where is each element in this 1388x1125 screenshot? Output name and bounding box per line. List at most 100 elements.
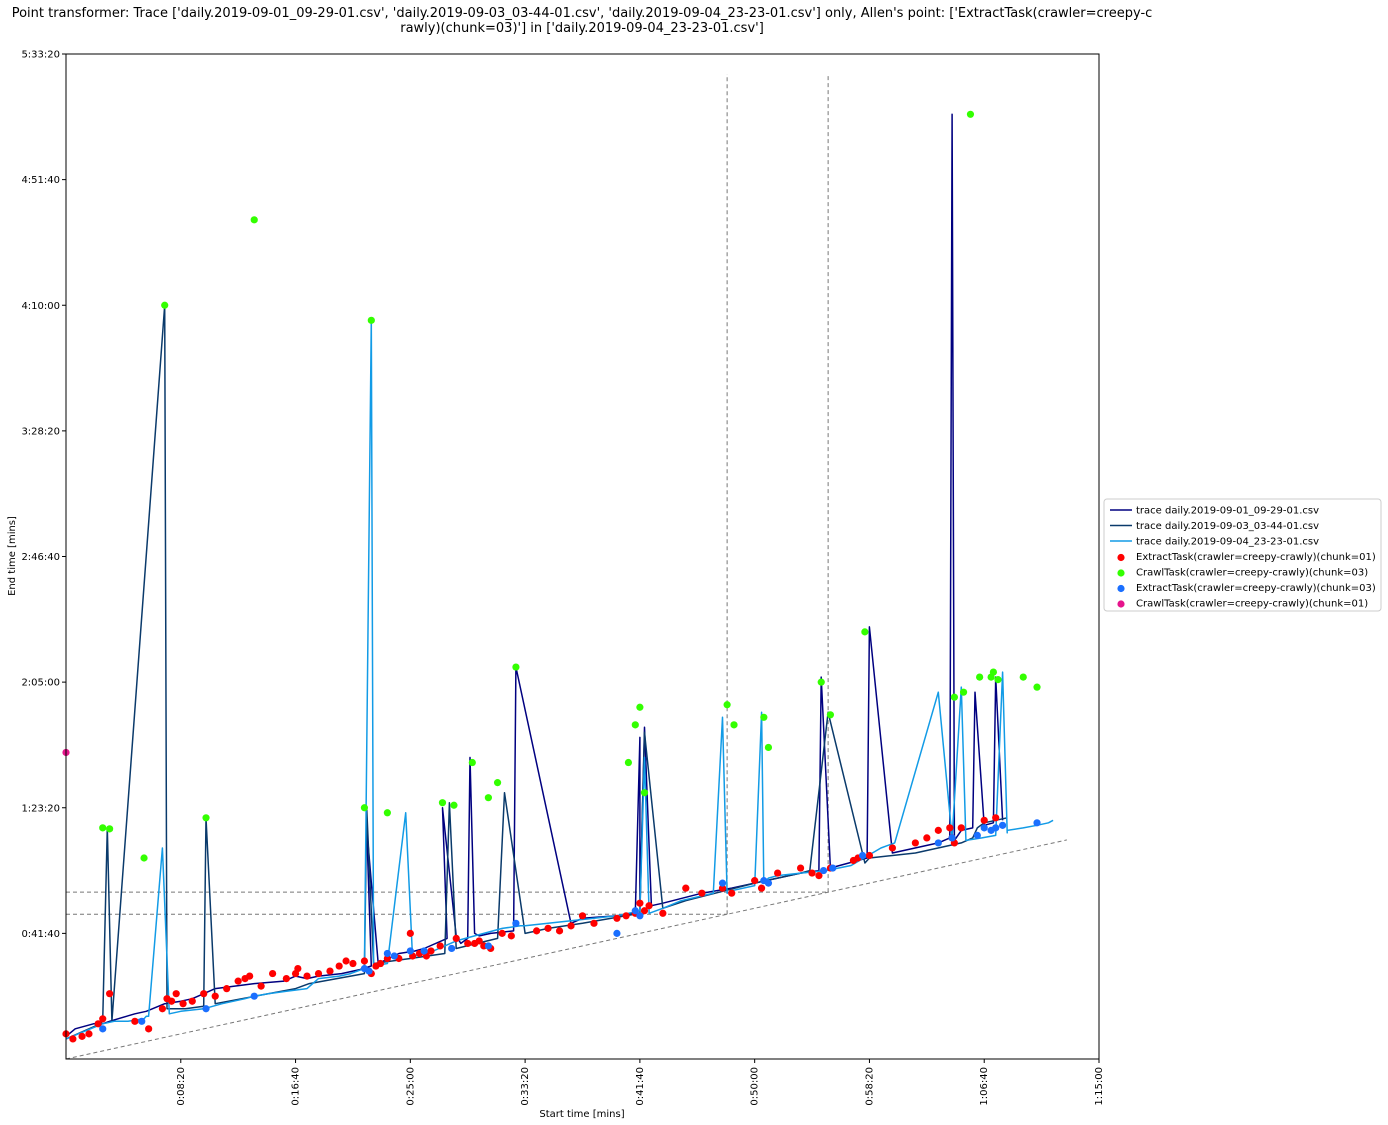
- scatter-point: [861, 628, 869, 636]
- x-tick-label: 0:50:00: [750, 1067, 761, 1106]
- scatter-point: [450, 801, 458, 809]
- x-tick-label: 0:41:40: [635, 1067, 646, 1106]
- legend-marker-swatch: [1117, 584, 1125, 593]
- scatter-point: [865, 851, 874, 860]
- scatter-point: [342, 957, 350, 965]
- scatter-point: [484, 942, 492, 950]
- scatter-point: [131, 1017, 139, 1025]
- y-axis-label: End time [mins]: [7, 516, 18, 596]
- legend-marker-swatch: [1117, 600, 1125, 608]
- scatter-point: [959, 688, 968, 696]
- scatter-point: [1033, 683, 1041, 691]
- scatter-point: [888, 844, 897, 852]
- scatter-point: [808, 869, 816, 877]
- scatter-point: [980, 824, 988, 832]
- x-tick-label: 0:16:40: [291, 1067, 302, 1106]
- scatter-point: [326, 967, 334, 975]
- scatter-point: [992, 814, 1000, 822]
- scatter-point: [303, 972, 311, 980]
- x-tick-label: 0:58:20: [864, 1067, 875, 1106]
- scatter-point: [718, 884, 727, 892]
- x-tick-label: 1:06:40: [979, 1067, 990, 1106]
- y-tick-label: 3:28:20: [21, 426, 60, 437]
- scatter-point: [934, 826, 942, 834]
- legend-entry-label: CrawlTask(crawler=creepy-crawly)(chunk=0…: [1136, 599, 1368, 610]
- scatter-point: [764, 743, 773, 752]
- x-axis-label: Start time [mins]: [539, 1109, 624, 1120]
- scatter-point: [796, 864, 805, 872]
- scatter-point: [631, 721, 639, 729]
- y-tick-label: 4:51:40: [21, 175, 60, 186]
- legend-entry-label: CrawlTask(crawler=creepy-crawly)(chunk=0…: [1136, 568, 1368, 579]
- scatter-point: [188, 997, 196, 1005]
- scatter-point: [1033, 819, 1041, 827]
- scatter-point: [448, 944, 456, 953]
- scatter-point: [250, 216, 258, 224]
- scatter-point: [390, 952, 398, 960]
- scatter-point: [365, 967, 373, 975]
- scatter-point: [659, 909, 667, 917]
- scatter-point: [973, 831, 981, 839]
- scatter-point: [383, 949, 391, 958]
- scatter-point: [948, 834, 956, 842]
- scatter-point: [420, 947, 428, 955]
- scatter-point: [406, 947, 414, 955]
- scatter-point: [69, 1035, 77, 1043]
- chart-title-line-2: rawly)(chunk=03)'] in ['daily.2019-09-04…: [400, 21, 764, 36]
- scatter-point: [636, 899, 644, 907]
- scatter-point: [976, 673, 984, 681]
- scatter-point: [640, 907, 649, 915]
- scatter-point: [934, 839, 942, 847]
- scatter-point: [1019, 673, 1027, 681]
- scatter-point: [335, 962, 343, 970]
- scatter-point: [99, 824, 107, 832]
- scatter-point: [145, 1025, 153, 1033]
- scatter-point: [911, 839, 919, 847]
- y-tick-label: 2:46:40: [21, 552, 60, 563]
- x-tick-label: 1:15:00: [1094, 1067, 1105, 1106]
- y-axis-ticks: 0:41:40 1:23:20 2:05:00 2:46:40 3:28:20 4:10:…: [21, 50, 66, 940]
- scatter-point: [640, 789, 649, 797]
- legend-box: [1103, 498, 1382, 612]
- scatter-point: [645, 902, 653, 910]
- scatter-point: [555, 927, 564, 935]
- scatter-point: [172, 990, 180, 998]
- scatter-point: [757, 884, 766, 892]
- scatter-point: [751, 877, 759, 885]
- y-tick-label: 0:41:40: [21, 929, 60, 940]
- scatter-point: [819, 866, 828, 875]
- scatter-point: [764, 879, 773, 887]
- scatter-point: [360, 804, 369, 812]
- scatter-point: [202, 814, 210, 822]
- scatter-point: [406, 929, 414, 937]
- scatter-point: [493, 779, 502, 787]
- scatter-point: [436, 942, 444, 950]
- scatter-point: [452, 934, 460, 943]
- scatter-point: [829, 864, 837, 872]
- scatter-point: [179, 1000, 187, 1008]
- scatter-point: [158, 1005, 167, 1013]
- scatter-point: [512, 663, 520, 671]
- scatter-point: [544, 924, 552, 932]
- scatter-point: [468, 758, 476, 767]
- scatter-point: [992, 824, 1000, 832]
- x-tick-label: 0:33:20: [520, 1067, 531, 1106]
- scatter-point: [106, 990, 114, 998]
- scatter-point: [211, 992, 219, 1000]
- scatter-point: [698, 889, 706, 897]
- scatter-point: [294, 964, 302, 973]
- scatter-point: [636, 703, 644, 711]
- scatter-point: [427, 947, 435, 955]
- scatter-point: [567, 922, 575, 930]
- scatter-point: [438, 799, 447, 807]
- scatter-point: [314, 969, 323, 978]
- x-tick-label: 0:25:00: [405, 1067, 416, 1106]
- scatter-point: [946, 824, 954, 832]
- scatter-point: [957, 824, 965, 832]
- scatter-point: [622, 912, 630, 920]
- scatter-point: [760, 713, 768, 721]
- scatter-point: [464, 939, 472, 948]
- scatter-point: [85, 1030, 93, 1038]
- scatter-point: [246, 972, 254, 980]
- scatter-points: [62, 110, 1041, 1043]
